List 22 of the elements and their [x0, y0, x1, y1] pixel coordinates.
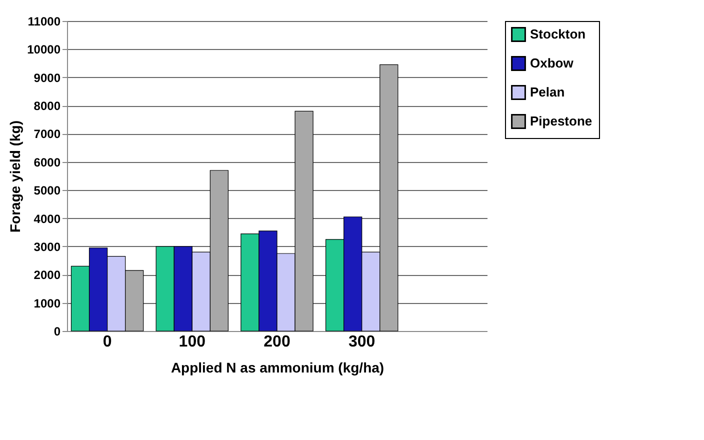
legend-label: Stockton: [530, 26, 586, 42]
x-tick-label: 100: [178, 334, 206, 350]
y-tick-label: 2000: [34, 268, 61, 282]
y-tick-label: 11000: [28, 14, 61, 28]
y-tick-label: 1000: [34, 296, 61, 310]
y-tick-label: 8000: [34, 99, 61, 114]
legend-label: Pelan: [530, 84, 565, 100]
y-tick-label: 5000: [34, 184, 61, 198]
y-tick-label: 3000: [34, 240, 61, 254]
x-tick-label: 0: [102, 334, 112, 350]
x-tick-label: 300: [348, 334, 376, 350]
legend-label: Oxbow: [530, 56, 574, 70]
legend-label: Pipestone: [530, 114, 592, 128]
y-tick-label: 6000: [34, 155, 61, 170]
y-tick-label: 7000: [34, 127, 61, 142]
x-axis-title: Applied N as ammonium (kg/ha): [170, 360, 384, 376]
y-tick-label: 10000: [27, 42, 61, 57]
y-tick-label: 9000: [34, 70, 61, 85]
y-tick-label: 0: [54, 324, 61, 338]
y-axis-title: Forage yield (kg): [7, 120, 24, 233]
y-tick-label: 4000: [34, 212, 61, 226]
x-tick-label: 200: [264, 334, 290, 350]
